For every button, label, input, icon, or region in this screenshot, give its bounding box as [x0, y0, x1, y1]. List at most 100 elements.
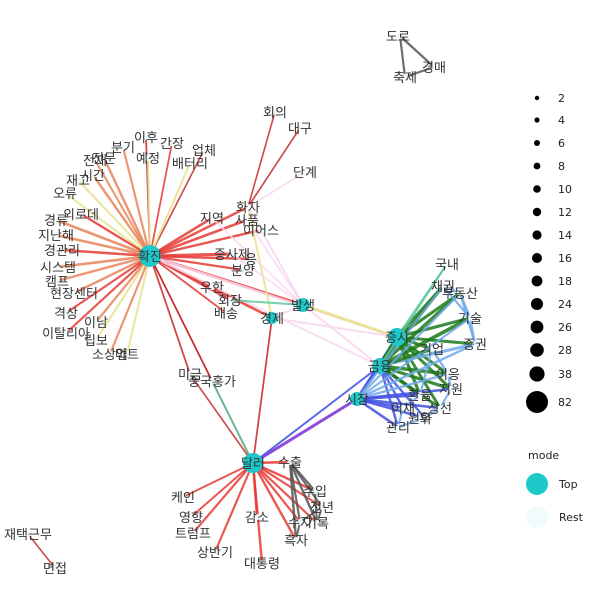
- mode-legend-key-top: [526, 473, 548, 495]
- size-legend-key-14: [532, 230, 542, 240]
- node-dangye: [302, 169, 308, 175]
- node-camp: [54, 278, 60, 284]
- edge-hwakjin-gyeongnyu: [54, 218, 152, 258]
- node-keyin: [180, 494, 186, 500]
- node-label-chaegwon: 채권: [431, 280, 455, 295]
- mode-legend: Top Rest: [526, 473, 584, 528]
- node-label-sosaneop: 소상업: [92, 348, 128, 363]
- node-label-bunyang: 분양: [231, 264, 255, 279]
- edge-suchul-heukja: [288, 460, 298, 542]
- node-jiyeok: [209, 215, 215, 221]
- node-label-hwanyul: 환율: [408, 389, 432, 404]
- edge-hwakjin-oryu: [64, 192, 151, 257]
- node-ilnam: [93, 319, 99, 325]
- node-label-hoeui: 회의: [263, 106, 287, 121]
- node-label-ichae: 이채: [391, 402, 415, 417]
- node-girok: [314, 520, 320, 526]
- edge-suchul-jeonnyeon: [288, 460, 324, 509]
- node-label-suji: 수지: [288, 516, 312, 531]
- edge-hwaja-hoeui: [247, 111, 276, 208]
- node-label-ilnam: 이남: [84, 316, 108, 331]
- edge-geumyung-gungnae: [379, 263, 448, 367]
- node-jongsa: [229, 251, 235, 257]
- edge-suip-girok: [314, 490, 318, 524]
- edge-geumyung-jiwon: [378, 364, 453, 391]
- node-junggukhangga: [209, 378, 215, 384]
- node-italia: [63, 330, 69, 336]
- size-legend-key-6: [534, 140, 540, 146]
- size-legend-label: 26: [558, 321, 572, 334]
- size-legend-key-18: [531, 275, 543, 287]
- size-legend-key-2: [534, 95, 540, 101]
- edge-dalleo-sijang: [251, 397, 359, 465]
- node-label-migeum: 미금: [178, 368, 202, 383]
- node-label-bungi: 분기: [111, 141, 135, 156]
- node-label-heukja: 흑자: [284, 534, 308, 549]
- edge-dalleo-heukja: [251, 461, 298, 542]
- node-label-gyeongmae: 경매: [422, 61, 446, 76]
- edge-ichae-gwanri: [396, 406, 405, 429]
- node-wonhwa: [417, 415, 423, 421]
- node-label-budongsan: 부동산: [442, 287, 478, 302]
- edge-hwakjin-eung: [148, 254, 253, 261]
- edge-hoejang-balsaeng: [229, 299, 304, 306]
- edge-gyeongje-dalleo: [252, 317, 273, 464]
- node-label-trump: 트럼프: [175, 527, 211, 542]
- edge-hwakjin-hwaja: [148, 205, 250, 258]
- node-label-gyeongje: 경제: [260, 312, 284, 327]
- edge-dalleo-sangbangi: [213, 461, 255, 554]
- edge-sijang-budongsan: [355, 291, 462, 401]
- node-heukja: [293, 537, 299, 543]
- size-legend-key-12: [532, 207, 542, 217]
- node-label-chukje: 축제: [393, 71, 417, 86]
- node-label-dalleo: 달러: [241, 457, 265, 472]
- node-budongsan: [457, 290, 463, 296]
- node-gyeoksang: [63, 310, 69, 316]
- node-jeonnyeon: [319, 504, 325, 510]
- edge-geumyung-u: [378, 364, 427, 420]
- edge-sijang-jeunggwon: [355, 342, 477, 401]
- node-ius: [258, 227, 264, 233]
- mode-legend-label: Top: [558, 478, 578, 491]
- edge-balsaeng-geumyung: [301, 303, 382, 368]
- node-jinanhae: [53, 232, 59, 238]
- edge-jeungsi-jiwon: [395, 335, 453, 391]
- edge-hwakjin-baesong: [149, 255, 227, 314]
- node-gamso: [254, 514, 260, 520]
- node-myeonjeop: [52, 565, 58, 571]
- node-hoejang: [227, 297, 233, 303]
- edge-sijang-sangseon: [355, 397, 442, 410]
- node-label-hwakjin: 확진: [138, 250, 162, 265]
- node-sangseon: [437, 405, 443, 411]
- edge-jeungsi-gisul: [395, 316, 472, 339]
- node-label-mart: 마트: [115, 348, 139, 363]
- node-label-myeonjeop: 면접: [43, 562, 67, 577]
- node-label-gyeoksang: 격상: [54, 307, 78, 322]
- node-label-girok: 기록: [305, 517, 329, 532]
- node-yejeong: [145, 155, 151, 161]
- mode-legend-title: mode: [528, 449, 559, 462]
- node-label-italia: 이탈리아: [42, 327, 90, 342]
- edge-dalleo-girok: [251, 461, 319, 525]
- size-legend-key-10: [533, 185, 541, 193]
- size-legend-key-38: [529, 366, 545, 382]
- node-eung: [248, 256, 254, 262]
- size-legend-key-8: [533, 162, 541, 170]
- size-legend-key-26: [530, 320, 544, 334]
- edge-ius-balsaeng: [260, 229, 304, 306]
- node-label-jeonnyeon: 전년: [310, 501, 334, 516]
- node-sangbangi: [212, 549, 218, 555]
- edge-hwakjin-oerodae: [79, 212, 152, 258]
- node-balsaeng: [296, 298, 310, 312]
- node-label-dangye: 단계: [293, 166, 317, 181]
- node-oryu: [62, 190, 68, 196]
- node-jiwon: [448, 386, 454, 392]
- node-doro: [397, 33, 403, 39]
- edge-dalleo-suip: [251, 461, 317, 493]
- edge-dalleo-yeonghyang: [190, 462, 254, 518]
- node-label-jinanhae: 지난해: [38, 229, 74, 244]
- edge-hwakjin-gyeonggwanri: [60, 248, 152, 258]
- node-label-ius: 이어스: [243, 224, 279, 239]
